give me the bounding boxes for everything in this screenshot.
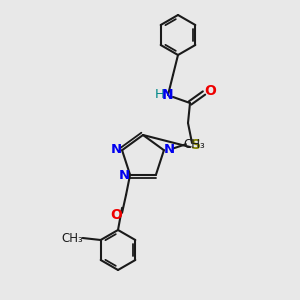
Text: N: N [110, 143, 122, 156]
Text: CH₃: CH₃ [183, 138, 205, 151]
Text: O: O [110, 208, 122, 222]
Text: N: N [162, 88, 174, 102]
Text: H: H [155, 88, 165, 101]
Text: S: S [191, 138, 201, 152]
Text: N: N [118, 169, 130, 182]
Text: N: N [164, 143, 175, 156]
Text: O: O [204, 84, 216, 98]
Text: CH₃: CH₃ [62, 232, 84, 244]
